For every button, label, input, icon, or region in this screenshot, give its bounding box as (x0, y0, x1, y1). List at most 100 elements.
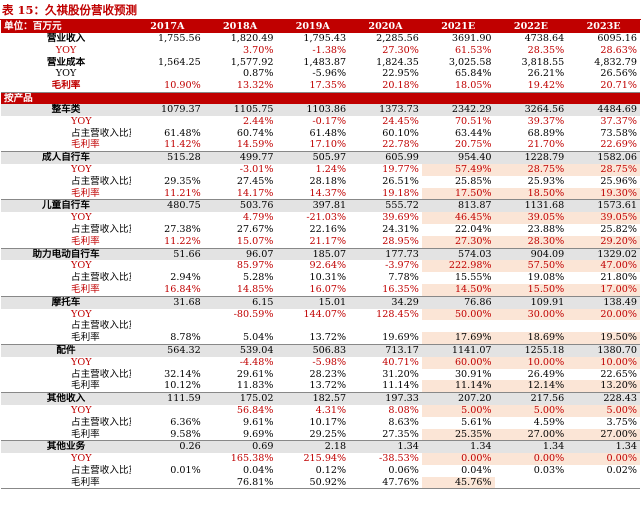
table-row: 占主营收入比重 61.48% 60.74% 61.48% 60.10% 63.44% 68.… (1, 128, 640, 140)
table-cell: 28.63% (600, 44, 637, 56)
table-cell: 15.07% (203, 235, 277, 249)
table-cell: 50.00% (421, 308, 495, 321)
table-cell (204, 320, 277, 332)
table-cell (131, 45, 204, 57)
table-cell: 11.21% (131, 187, 204, 201)
table-cell: 503.76 (203, 199, 277, 213)
table-cell: 18.69% (494, 332, 568, 345)
table-cell (422, 320, 495, 332)
table-cell: 26.21% (527, 68, 565, 80)
table-cell: 9.61% (242, 416, 274, 428)
table-row: 毛利率 8.78% 5.04% 13.72% 19.69% 17.69% 18.69% 19.… (1, 332, 640, 345)
table-cell: 10.12% (131, 380, 204, 394)
table-cell: 19.08% (527, 272, 565, 284)
header-year: 2023E (567, 20, 640, 33)
table-cell: 12.14% (494, 380, 568, 394)
table-cell: 9.58% (131, 428, 204, 442)
category-row: 其他业务 0.26 0.69 2.18 1.34 1.34 1.34 1.34 (1, 440, 640, 454)
table-cell: 45.76% (421, 476, 495, 490)
table-cell: 3,025.58 (448, 56, 492, 68)
table-cell: 1329.02 (567, 248, 640, 261)
table-cell: 1.24% (315, 163, 347, 175)
table-cell: 19.77% (382, 163, 419, 175)
table-cell: 27.67% (236, 223, 274, 235)
table-cell: 39.69% (382, 212, 419, 224)
table-row: 毛利率 11.42% 14.59% 17.10% 22.78% 20.75% 21.70% 2… (1, 139, 640, 153)
table-cell: 228.43 (567, 392, 640, 405)
table-cell: 40.71% (382, 356, 419, 368)
table-cell: 1573.61 (567, 199, 640, 213)
table-cell: -38.53% (379, 453, 419, 465)
header-year: 2021E (421, 20, 495, 33)
table-cell: 11.83% (203, 380, 277, 394)
header-year: 2017A (131, 20, 204, 33)
table-cell: 25.82% (600, 223, 637, 235)
table-cell: 60.74% (236, 127, 274, 139)
category-row: 助力电动自行车 51.66 96.07 185.07 177.73 574.03 904.0… (1, 248, 640, 261)
table-cell: 28.95% (349, 235, 422, 249)
category-row: 整车类 1079.37 1105.75 1103.86 1373.73 2342.29 32… (1, 103, 640, 116)
table-row: 营业收入 1,755.56 1,820.49 1,795.43 2,285.56 3691… (1, 33, 640, 45)
table-cell: 60.00% (421, 356, 495, 369)
table-cell: 56.84% (236, 404, 274, 416)
table-cell: 177.73 (349, 248, 422, 261)
table-cell: 480.75 (131, 199, 204, 213)
table-cell: 2.18 (276, 440, 350, 454)
table-cell: 1141.07 (421, 344, 495, 357)
table-cell: 30.00% (494, 308, 568, 321)
table-cell: 20.75% (421, 139, 495, 153)
table-row: 毛利率 76.81% 50.92% 47.76% 45.76% (1, 476, 640, 490)
table-row: 占主营收入比重 2.94% 5.28% 10.31% 7.78% 15.55% 19.08%… (1, 272, 640, 284)
table-cell: 605.99 (349, 151, 422, 164)
row-label: 占主营收入比重 (71, 464, 131, 476)
table-cell: 51.66 (131, 248, 204, 261)
table-cell: 73.58% (600, 127, 637, 139)
table-cell: 1105.75 (203, 103, 277, 116)
category-row: 配件 564.32 539.04 506.83 713.17 1141.07 1255.18… (1, 344, 640, 357)
table-cell: 15.01 (276, 296, 350, 309)
table-cell: 29.20% (567, 235, 640, 249)
table-cell: 1582.06 (567, 151, 640, 164)
table-cell: 1,564.25 (158, 56, 201, 68)
table-cell: 4484.69 (567, 103, 640, 116)
table-cell: 28.23% (309, 368, 347, 380)
row-label: YOY (55, 44, 77, 56)
table-row: 毛利率 16.84% 14.85% 16.07% 16.35% 14.50% 15.50% 1… (1, 283, 640, 297)
table-body: 单位：百万元 2017A 2018A 2019A 2020A 2021E 202… (1, 20, 640, 490)
table-cell: 564.32 (131, 344, 204, 357)
table-cell: 25.93% (527, 175, 565, 187)
table-cell: 1,824.35 (376, 56, 419, 68)
table-cell: 24.45% (382, 115, 419, 127)
table-cell: 28.30% (494, 235, 568, 249)
table-cell: 22.95% (382, 68, 419, 80)
table-cell: 1.34 (349, 440, 422, 454)
table-cell: 515.28 (131, 151, 204, 164)
table-cell: 25.85% (454, 175, 492, 187)
table-cell: 11.14% (421, 380, 495, 394)
table-cell: 5.00% (494, 404, 568, 417)
row-label: 摩托车 (1, 296, 132, 309)
table-row: YOY 3.70% -1.38% 27.30% 61.53% 28.35% 28.63% (1, 45, 640, 57)
table-cell: 27.38% (164, 223, 201, 235)
table-cell: 6.36% (170, 416, 201, 428)
table-cell: 21.70% (494, 139, 568, 153)
table-cell: 34.29 (349, 296, 422, 309)
table-cell: 15.55% (454, 272, 492, 284)
table-cell: 61.53% (454, 44, 492, 56)
table-cell: 22.04% (454, 223, 492, 235)
table-cell: -5.98% (312, 356, 347, 368)
table-cell: 28.75% (494, 163, 568, 176)
table-cell: 17.35% (276, 80, 350, 93)
table-cell: 31.68 (131, 296, 204, 309)
table-cell: 197.33 (349, 392, 422, 405)
row-label: YOY (71, 212, 92, 224)
row-label: 占主营收入比重 (71, 320, 131, 332)
table-cell: 37.37% (600, 115, 637, 127)
table-row: 占主营收入比重 29.35% 27.45% 28.18% 26.51% 25.85% 25.… (1, 176, 640, 188)
table-cell: 27.00% (494, 428, 568, 442)
table-cell (131, 116, 204, 128)
table-cell: 4.59% (533, 416, 565, 428)
table-row: 营业成本 1,564.25 1,577.92 1,483.87 1,824.35 3,02… (1, 57, 640, 69)
row-label: 毛利率 (1, 187, 132, 201)
table-cell: 20.18% (349, 80, 422, 93)
